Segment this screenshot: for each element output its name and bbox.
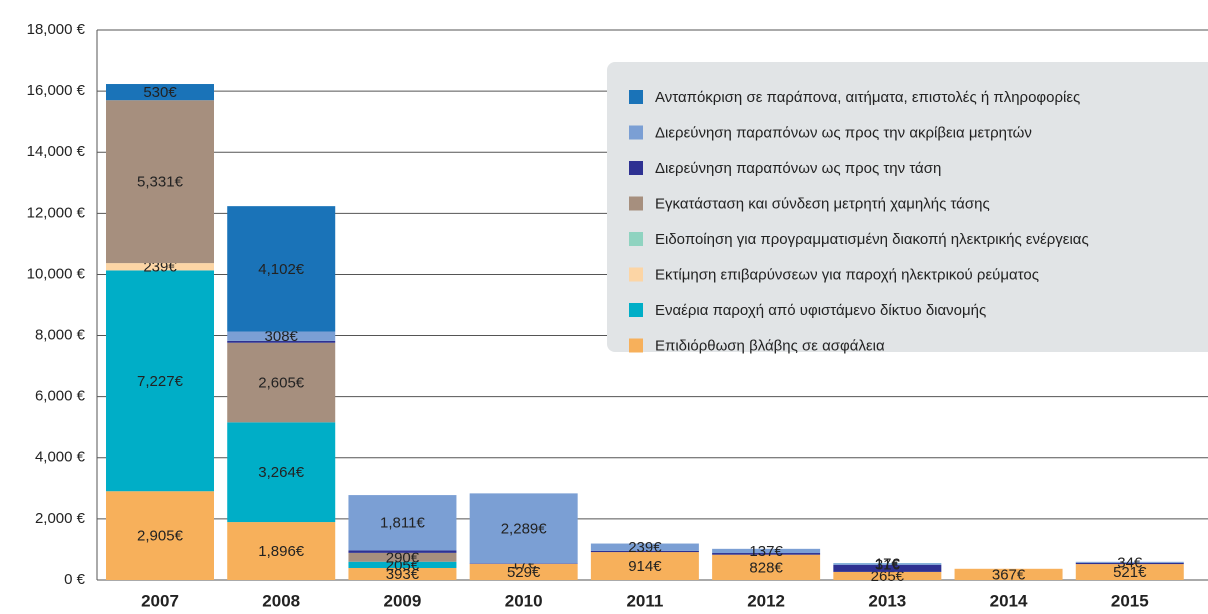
data-label: 17€ <box>875 556 901 573</box>
bar-segment <box>106 491 214 580</box>
legend-label: Επιδιόρθωση βλάβης σε ασφάλεια <box>655 337 885 354</box>
y-tick-label: 0 € <box>64 571 86 588</box>
data-label: 239€ <box>628 539 662 556</box>
bar-segment <box>227 422 336 523</box>
data-label: 7,227€ <box>137 373 184 390</box>
bar-segment <box>348 552 457 562</box>
y-tick-label: 8,000 € <box>35 327 86 344</box>
y-tick-label: 14,000 € <box>27 143 86 160</box>
bar-segment <box>348 550 457 553</box>
legend-label: Ειδοποίηση για προγραμματισμένη διακοπή … <box>655 231 1089 248</box>
y-tick-label: 6,000 € <box>35 388 86 405</box>
data-label: 914€ <box>628 558 662 575</box>
bar-segment <box>106 100 214 264</box>
data-label: 367€ <box>992 566 1026 583</box>
bar-segment <box>106 84 214 101</box>
data-label: 34€ <box>1117 554 1143 571</box>
bar-segment <box>348 561 457 568</box>
bar-segment <box>227 206 336 332</box>
y-tick-label: 2,000 € <box>35 510 86 527</box>
legend-label: Διερεύνηση παραπόνων ως προς την ακρίβει… <box>655 124 1032 141</box>
bar-segment <box>469 493 578 564</box>
bar-segment <box>227 331 336 341</box>
legend-label: Εναέρια παροχή από υφιστάμενο δίκτυο δια… <box>655 302 986 319</box>
bar-segment <box>590 550 699 553</box>
data-label: 3,264€ <box>258 464 305 481</box>
bar-segment <box>833 571 942 580</box>
legend-swatch <box>629 267 643 282</box>
legend-swatch <box>629 90 643 104</box>
legend-box <box>607 62 1208 352</box>
bar-segment <box>590 552 699 580</box>
y-tick-label: 10,000 € <box>27 265 86 282</box>
legend-label: Διερεύνηση παραπόνων ως προς την τάση <box>655 160 941 177</box>
legend-label: Εγκατάσταση και σύνδεση μετρητή χαμηλής … <box>655 195 990 212</box>
data-label: 2,289€ <box>501 520 548 537</box>
y-tick-label: 12,000 € <box>27 204 86 221</box>
data-label: 1,896€ <box>258 543 305 560</box>
legend-swatch <box>629 338 643 353</box>
legend-label: Εκτίμηση επιβαρύνσεων για παροχή ηλεκτρι… <box>655 266 1039 283</box>
bar-segment <box>469 563 578 564</box>
bar-segment <box>227 522 336 580</box>
data-label: 530€ <box>143 84 177 101</box>
bar-segment <box>348 567 457 580</box>
y-tick-label: 18,000 € <box>27 21 86 38</box>
y-tick-label: 4,000 € <box>35 449 86 466</box>
legend-label: Ανταπόκριση σε παράπονα, αιτήματα, επιστ… <box>655 89 1080 106</box>
x-tick-label: 2008 <box>262 591 300 610</box>
bar-segment <box>106 270 214 492</box>
bar-segment <box>1075 562 1184 565</box>
x-tick-label: 2010 <box>505 591 543 610</box>
data-label: 828€ <box>749 559 783 576</box>
data-label: 31€ <box>875 556 901 573</box>
legend-swatch <box>629 232 643 246</box>
data-label: 529€ <box>507 564 541 581</box>
legend-swatch <box>629 303 643 317</box>
x-tick-label: 2015 <box>1111 591 1149 610</box>
data-label: 2,905€ <box>137 528 184 545</box>
legend-swatch <box>629 196 643 211</box>
data-label: 2,605€ <box>258 375 305 392</box>
data-label: 4,102€ <box>258 261 305 278</box>
data-label: 393€ <box>386 566 420 583</box>
bar-segment <box>1075 561 1184 563</box>
data-label: 308€ <box>265 328 299 345</box>
data-label: 290€ <box>386 549 420 566</box>
x-tick-label: 2009 <box>384 591 422 610</box>
legend-swatch <box>629 125 643 140</box>
y-tick-label: 16,000 € <box>27 82 86 99</box>
x-tick-label: 2012 <box>747 591 785 610</box>
bar-segment <box>833 563 942 565</box>
bar-segment <box>712 548 821 554</box>
bar-segment <box>227 342 336 423</box>
bar-segment <box>712 553 821 555</box>
data-label: 265€ <box>871 568 905 585</box>
data-label: 1,811€ <box>380 515 425 532</box>
bar-segment <box>106 263 214 271</box>
bar-segment <box>227 340 336 343</box>
bar-segment <box>348 495 457 551</box>
x-tick-label: 2013 <box>868 591 906 610</box>
bar-segment <box>1075 564 1184 580</box>
data-label: 5,331€ <box>137 174 184 191</box>
data-label: 137€ <box>749 543 783 560</box>
bar-segment <box>833 563 942 564</box>
x-tick-label: 2007 <box>141 591 179 610</box>
bar-segment <box>469 563 578 580</box>
bar-segment <box>833 564 942 572</box>
data-label: 521€ <box>1113 564 1147 581</box>
bar-segment <box>712 554 821 580</box>
x-tick-label: 2014 <box>990 591 1028 610</box>
bar-segment <box>590 543 699 551</box>
bar-segment <box>954 568 1063 580</box>
x-tick-label: 2011 <box>626 591 663 610</box>
legend-swatch <box>629 161 643 175</box>
